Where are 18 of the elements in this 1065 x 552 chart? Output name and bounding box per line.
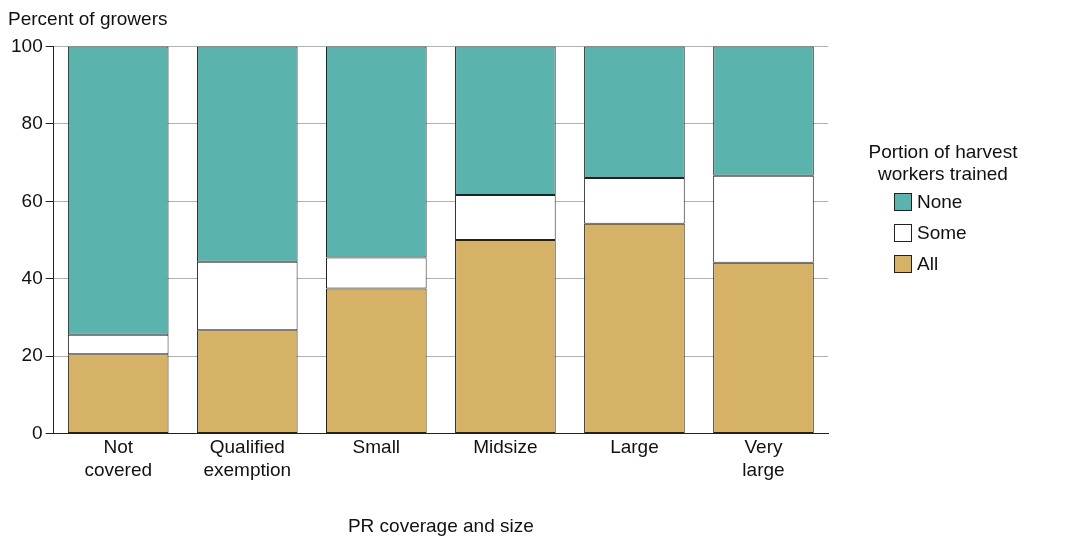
legend-title: Portion of harvest workers trained	[867, 140, 1019, 185]
x-tick-label: Small	[352, 436, 401, 458]
y-tick-label: 60	[21, 189, 43, 211]
y-axis-title: Percent of growers	[8, 8, 169, 31]
y-tick-label: 80	[21, 112, 43, 134]
x-tick-label: Large	[610, 436, 659, 458]
x-tick-label: Qualified exemption	[203, 436, 292, 481]
x-tick-label: Midsize	[473, 436, 538, 458]
text: None	[917, 190, 963, 213]
x-tick-label: Not covered	[84, 436, 153, 481]
y-tick-label: 20	[21, 344, 43, 366]
x-tick-label: Very large	[742, 436, 785, 481]
y-tick-label: 0	[32, 421, 43, 443]
legend-label: Some	[917, 221, 967, 244]
y-tick-label: 100	[11, 34, 43, 56]
y-tick-label: 40	[21, 266, 43, 288]
x-axis-title: PR coverage and size	[347, 514, 534, 536]
legend-label: All	[917, 252, 939, 275]
